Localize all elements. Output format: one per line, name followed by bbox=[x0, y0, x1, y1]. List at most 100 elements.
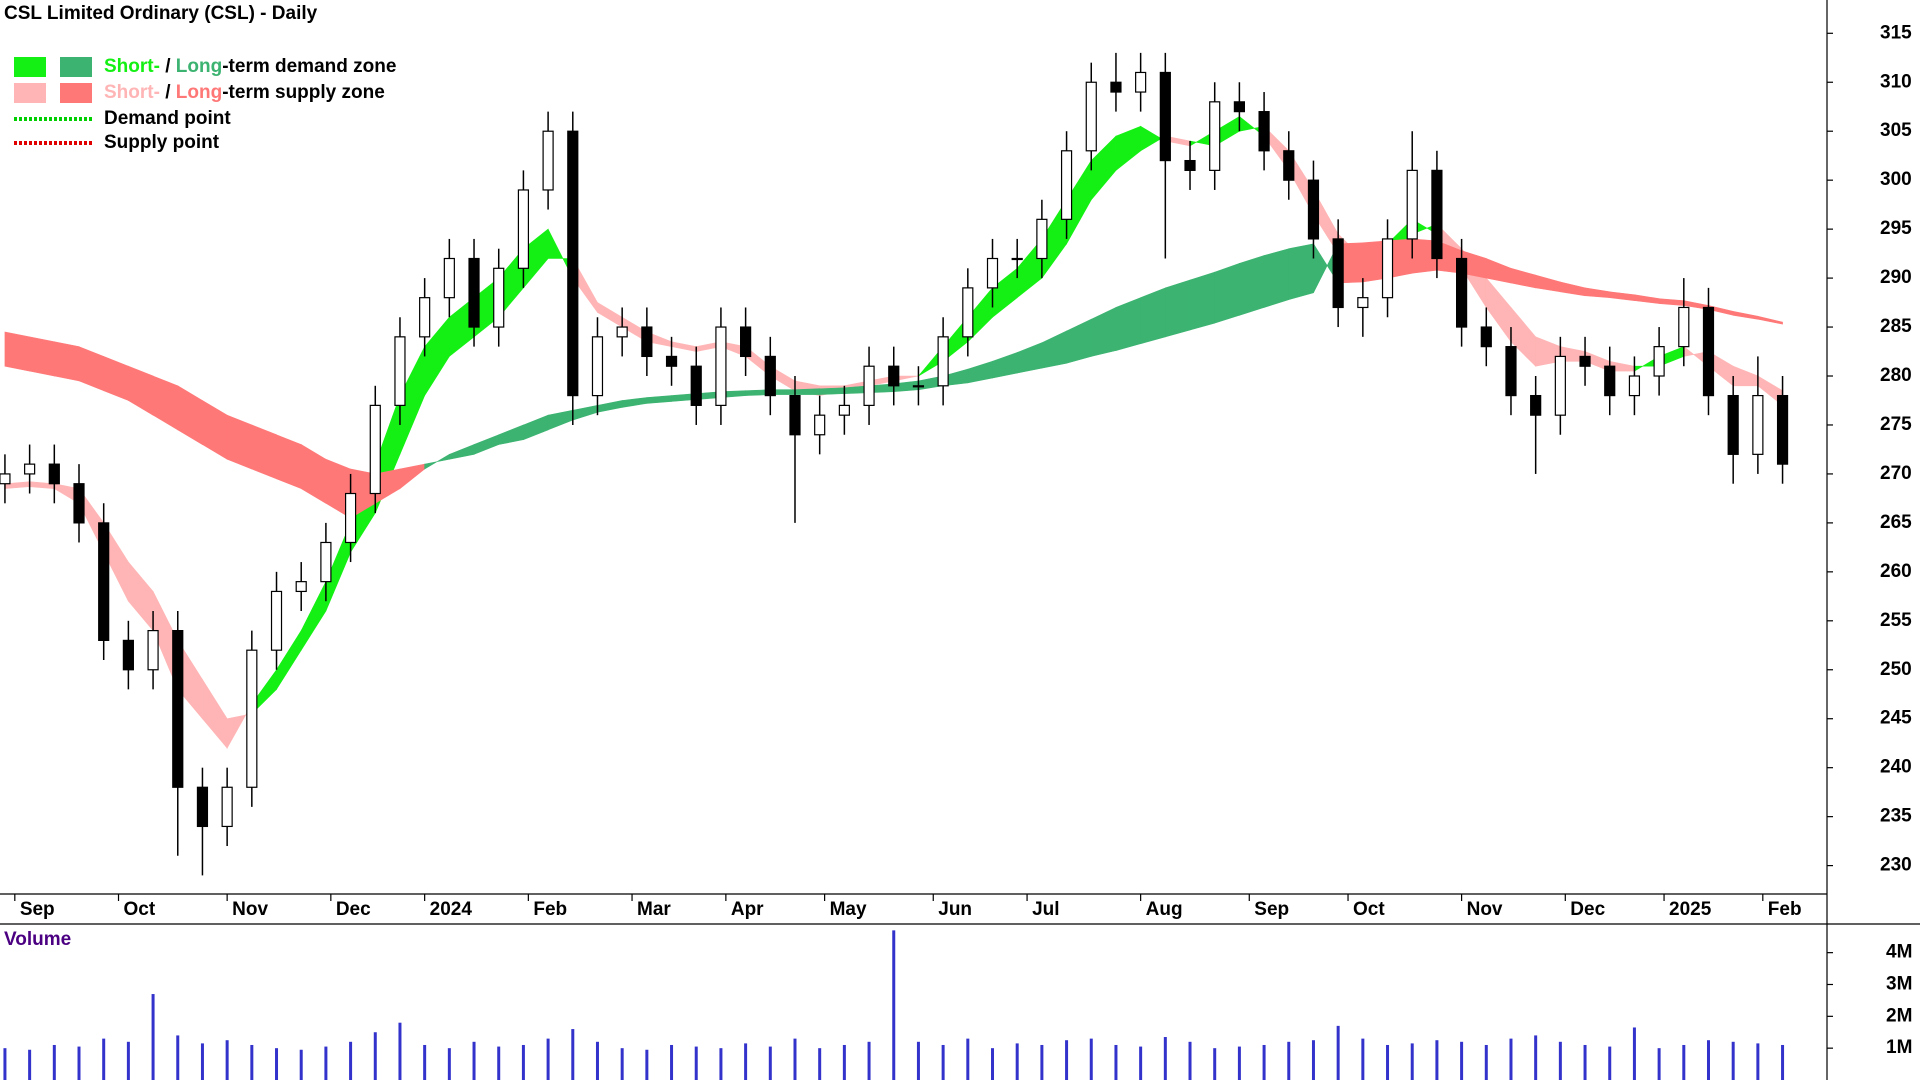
candle-body bbox=[1060, 150, 1073, 220]
y-tick-label: 295 bbox=[1880, 218, 1912, 239]
candle-body bbox=[863, 365, 875, 406]
candle-body bbox=[196, 786, 209, 828]
volume-bar bbox=[1534, 1035, 1538, 1080]
volume-bar bbox=[497, 1046, 501, 1080]
candle-body bbox=[1678, 306, 1690, 348]
volume-bar bbox=[423, 1044, 427, 1080]
zone-band bbox=[1239, 255, 1265, 316]
candle-body bbox=[24, 463, 36, 475]
candle-body bbox=[912, 385, 925, 388]
candle-body bbox=[0, 473, 11, 485]
candle-body bbox=[1332, 238, 1344, 309]
candle-body bbox=[937, 336, 949, 387]
y-tick-label: 235 bbox=[1880, 806, 1912, 827]
y-tick-label: 275 bbox=[1880, 414, 1912, 435]
legend-label: Short- / Long-term supply zone bbox=[104, 82, 385, 103]
zone-band bbox=[202, 678, 228, 749]
legend-label-part: -term demand zone bbox=[222, 56, 396, 77]
x-tick-label: Jun bbox=[938, 899, 972, 920]
candle-body bbox=[789, 394, 801, 436]
candle-body bbox=[147, 629, 159, 671]
volume-bar bbox=[398, 1022, 402, 1080]
legend-swatch bbox=[60, 57, 92, 77]
x-tick-label: Nov bbox=[232, 899, 268, 920]
volume-bar bbox=[571, 1029, 575, 1080]
volume-bar bbox=[1040, 1044, 1044, 1080]
zone-band bbox=[621, 397, 648, 408]
zone-band bbox=[1041, 330, 1067, 369]
zone-band bbox=[671, 341, 697, 352]
volume-bar bbox=[373, 1032, 377, 1080]
zone-band bbox=[54, 341, 80, 382]
candle-body bbox=[616, 326, 628, 338]
candle-body bbox=[1505, 346, 1517, 397]
candle-body bbox=[246, 649, 258, 788]
zone-band bbox=[128, 365, 154, 416]
volume-bar bbox=[1608, 1046, 1612, 1080]
zone-band bbox=[226, 414, 253, 470]
candle-body bbox=[443, 257, 455, 299]
candle-body bbox=[344, 492, 357, 544]
candle-body bbox=[270, 590, 283, 651]
zone-band bbox=[1090, 306, 1117, 357]
zone-band bbox=[1510, 267, 1536, 289]
volume-bar bbox=[1731, 1041, 1735, 1080]
volume-bar bbox=[1484, 1044, 1488, 1080]
candle-body bbox=[1579, 355, 1591, 367]
volume-bar bbox=[941, 1044, 945, 1080]
zone-band bbox=[819, 387, 845, 395]
zone-band bbox=[473, 434, 500, 455]
candle-body bbox=[1628, 375, 1641, 397]
volume-bar bbox=[793, 1038, 797, 1080]
zone-band bbox=[547, 409, 574, 431]
volume-bar bbox=[1336, 1025, 1340, 1080]
candle-body bbox=[73, 483, 85, 524]
candle-body bbox=[715, 326, 727, 406]
zone-band bbox=[498, 424, 524, 445]
volume-bar bbox=[546, 1038, 550, 1080]
volume-bar bbox=[102, 1038, 106, 1080]
candle-body bbox=[1110, 81, 1122, 93]
volume-bar bbox=[1237, 1046, 1241, 1080]
candle-body bbox=[542, 130, 554, 191]
volume-bar bbox=[3, 1048, 7, 1080]
volume-bar bbox=[151, 994, 155, 1080]
chart-title: CSL Limited Ordinary (CSL) - Daily bbox=[4, 3, 318, 24]
y-tick-label: 270 bbox=[1880, 463, 1912, 484]
zone-band bbox=[794, 388, 820, 395]
zone-band bbox=[597, 400, 623, 413]
candle-body bbox=[98, 522, 110, 641]
candle-body bbox=[1357, 297, 1369, 309]
volume-bar bbox=[620, 1048, 624, 1080]
x-tick-label: Dec bbox=[1570, 899, 1605, 920]
candles bbox=[0, 52, 1789, 876]
candle-body bbox=[493, 267, 505, 328]
candle-body bbox=[740, 326, 752, 358]
candle-body bbox=[986, 257, 999, 289]
zone-band bbox=[177, 385, 203, 446]
candle-body bbox=[221, 786, 233, 828]
candle-body bbox=[591, 336, 604, 397]
candle-body bbox=[1604, 365, 1616, 397]
volume-bar bbox=[225, 1040, 229, 1080]
x-tick-label: Mar bbox=[637, 899, 671, 920]
zone-band bbox=[1757, 315, 1783, 325]
volume-tick-label: 3M bbox=[1886, 974, 1912, 995]
zone-band bbox=[202, 399, 228, 460]
candle-body bbox=[172, 629, 184, 788]
candle-body bbox=[1283, 150, 1295, 181]
legend-label: Supply point bbox=[104, 132, 220, 153]
zone-band bbox=[646, 395, 672, 404]
volume-bar bbox=[1139, 1046, 1143, 1080]
zone-band bbox=[1263, 248, 1290, 308]
volume-bar bbox=[1410, 1043, 1414, 1080]
volume-bar bbox=[250, 1044, 254, 1080]
candle-body bbox=[1653, 346, 1665, 377]
x-tick-label: 2024 bbox=[430, 899, 473, 920]
legend-label-part: -term supply zone bbox=[222, 82, 385, 103]
volume-bar bbox=[1509, 1038, 1513, 1080]
candle-body bbox=[838, 404, 850, 416]
volume-bar bbox=[275, 1048, 279, 1080]
candle-body bbox=[888, 365, 900, 387]
volume-tick-label: 4M bbox=[1886, 942, 1912, 963]
